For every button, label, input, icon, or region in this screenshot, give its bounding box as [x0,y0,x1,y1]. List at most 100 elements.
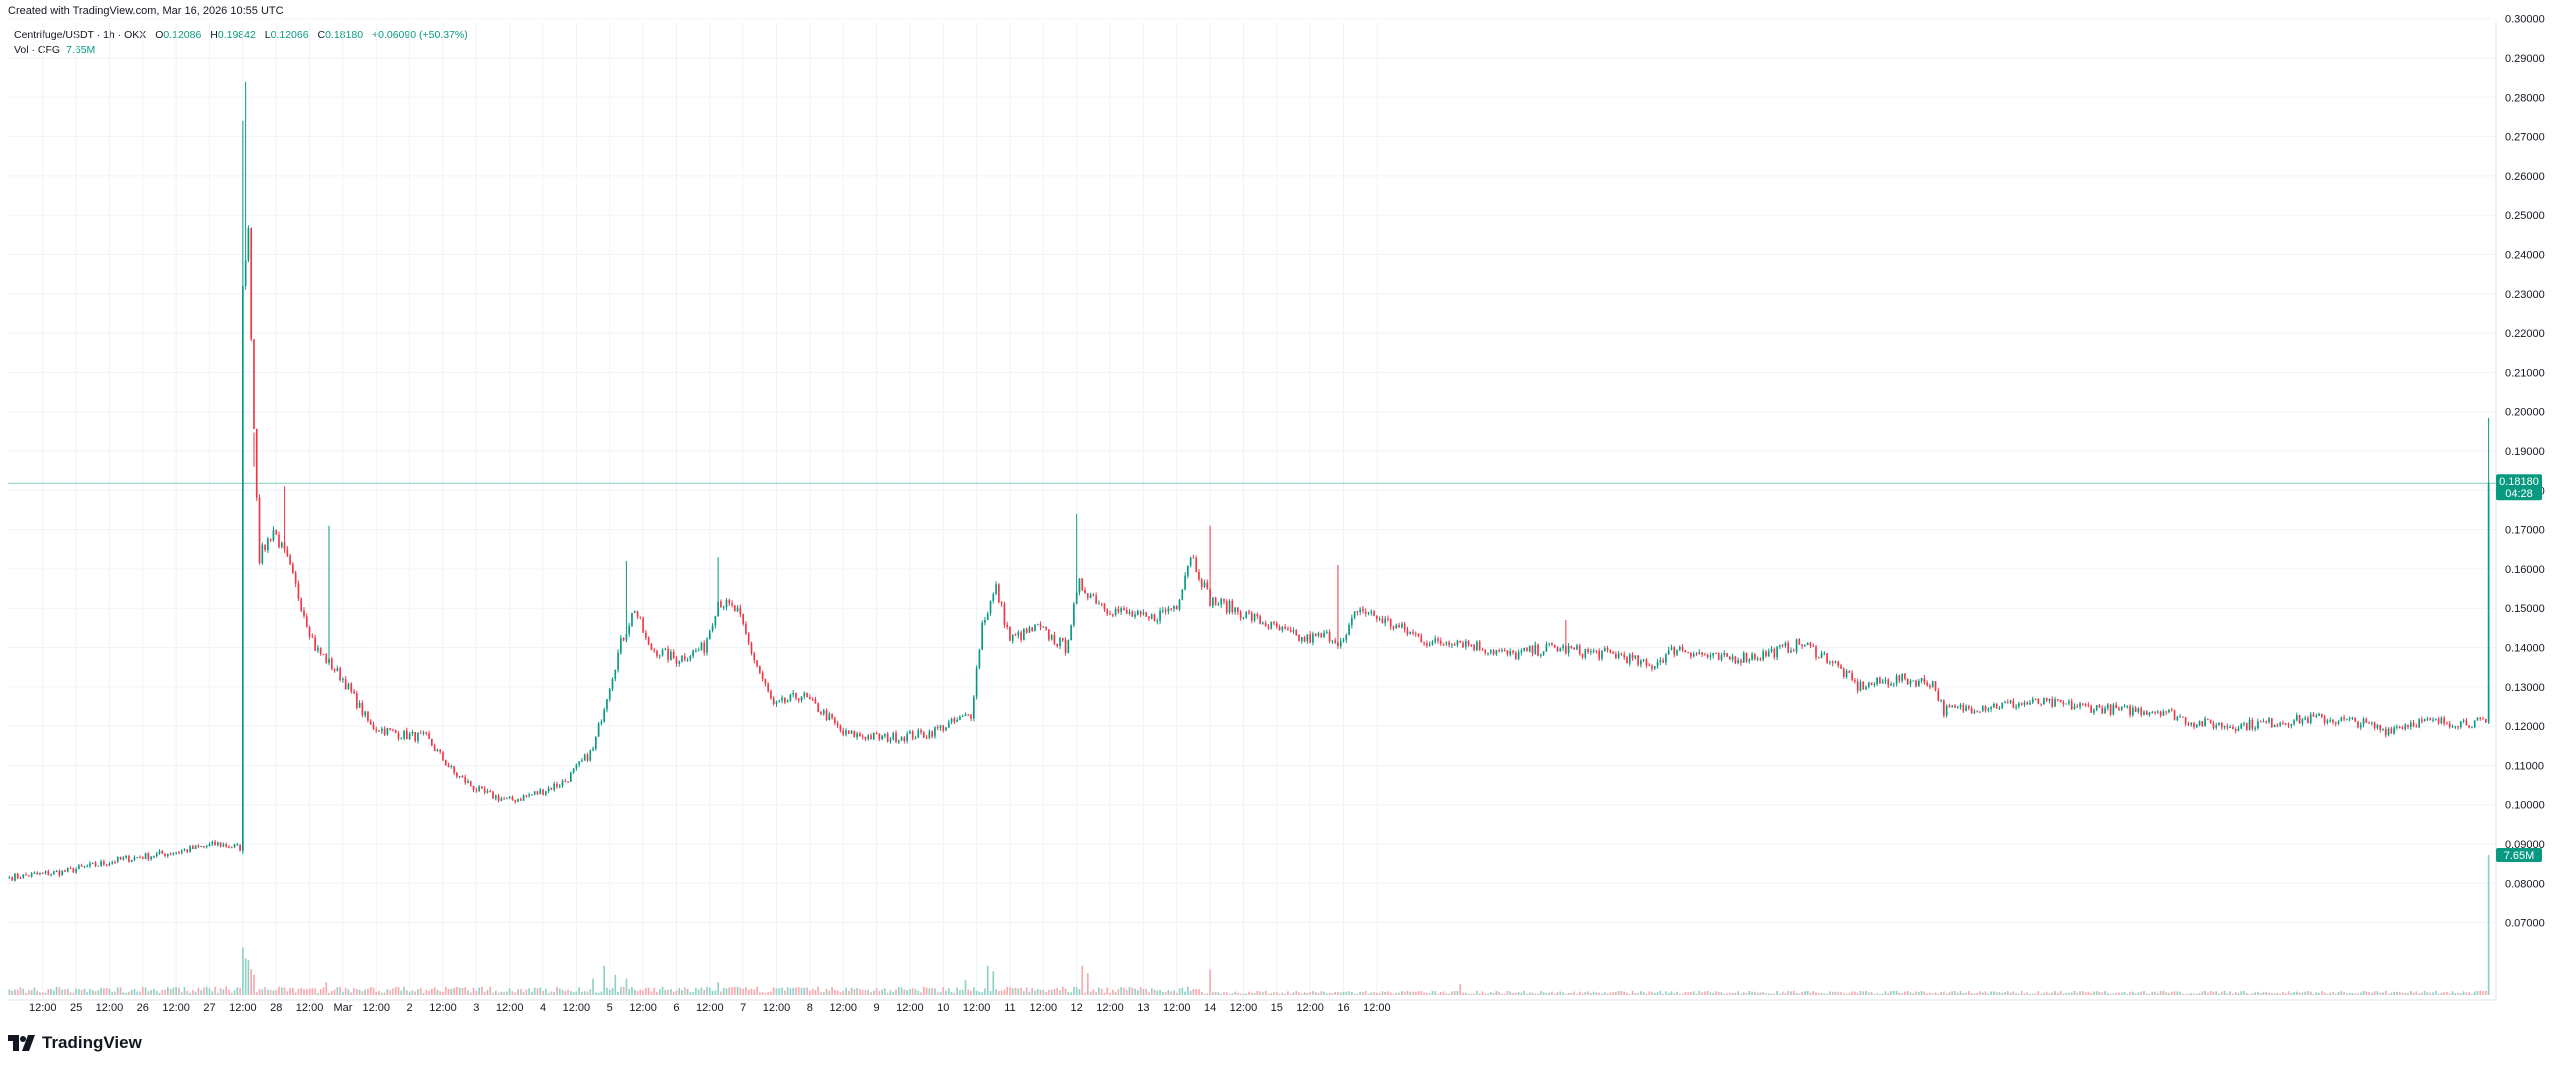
candle-body [400,738,403,740]
candle-body [1904,673,1906,680]
volume-bar [1376,992,1378,995]
volume-bar [1198,989,1200,995]
volume-bar [614,974,617,995]
volume-bar [2095,991,2098,995]
candle-body [1128,611,1131,614]
candle-body [2371,722,2373,724]
volume-bar [589,989,592,995]
volume-bar [1968,991,1970,995]
candle-body [1781,644,1784,646]
candle-body [1306,634,1309,642]
candle-body [364,711,366,716]
time-tick-label: 12:00 [429,1002,457,1014]
candle-body [2401,727,2404,729]
countdown-value: 04:28 [2505,488,2533,500]
candle-body [1131,611,1134,617]
candle-body [1751,654,1753,660]
volume-bar [1109,992,1111,995]
symbol-name[interactable]: Centrifuge/USDT · 1h · OKX [14,29,147,41]
volume-bar [2409,991,2412,995]
volume-bar [1745,992,1748,995]
candle-body [1370,611,1373,613]
volume-bar [1506,990,1509,995]
volume-bar [2290,992,2293,995]
volume-bar [872,990,875,995]
volume-bar [647,987,650,995]
tradingview-logo[interactable]: TradingView [8,1033,142,1053]
candle-body [1617,653,1620,659]
candle-body [2012,700,2015,708]
candle-body [2257,721,2259,729]
candle-body [2473,720,2476,728]
volume-bar [2482,991,2484,995]
candle-body [1984,706,1987,711]
candle-body [1848,670,1851,673]
volume-bar [1637,993,1639,995]
volume-bar [1070,992,1072,995]
candle-body [1034,624,1036,632]
volume-bar [592,978,594,995]
candle-body [1395,625,1398,629]
time-tick-label: 12:00 [1296,1002,1324,1014]
candle-body [1815,646,1817,658]
candle-body [781,697,783,701]
candle-body [1717,653,1720,660]
volume-bar [1501,993,1503,995]
volume-bar [1036,989,1039,995]
volume-bar [1526,993,1528,995]
time-tick-label: 15 [1271,1002,1283,1014]
time-tick-label: 12:00 [896,1002,924,1014]
volume-bar [1123,987,1125,995]
candle-body [984,620,986,623]
candle-body [22,874,25,879]
volume-bar [1873,993,1876,995]
candle-body [339,668,341,681]
candle-body [1175,605,1178,610]
candle-body [1887,679,1890,686]
candle-body [1145,612,1147,617]
candle-body [89,863,91,867]
volume-bar [1050,990,1053,995]
candle-body [272,530,275,541]
candle-body [2457,726,2459,728]
time-tick-label: 12:00 [229,1002,257,1014]
candle-body [506,797,508,799]
candle-body [1645,659,1648,666]
volume-bar [2462,991,2465,995]
candle-body [925,737,928,739]
volume-bar [653,987,656,995]
volume-bar [442,991,444,995]
candle-body [1731,656,1734,660]
candle-body [1959,705,1962,708]
candle-body [675,658,678,664]
candle-body [1845,670,1848,678]
candle-body [1862,681,1865,690]
volume-bar [2418,993,2420,995]
candle-body [1570,646,1573,649]
candle-body [1756,658,1759,660]
candle-body [1437,638,1439,641]
volume-label[interactable]: Vol · CFG [14,44,61,56]
candle-body [2162,711,2165,716]
candle-body [614,669,617,680]
volume-bar [333,989,336,995]
volume-bar [1342,991,1345,995]
volume-bar [1412,991,1414,995]
candle-body [1398,625,1400,628]
volume-bar [2240,991,2243,995]
time-tick-label: 12:00 [563,1002,591,1014]
volume-bar [1731,992,1734,995]
volume-bar [1770,993,1773,995]
volume-bar [339,987,341,995]
volume-bar [1167,989,1170,995]
price-tick-label: 0.22000 [2505,328,2545,340]
candle-body [1292,630,1295,632]
volume-bar [625,978,628,995]
candle-body [322,653,325,655]
candle-body [1637,655,1639,665]
candle-body [303,610,305,617]
candle-body [2346,719,2348,721]
candle-body [761,672,764,679]
candle-body [1023,628,1025,640]
